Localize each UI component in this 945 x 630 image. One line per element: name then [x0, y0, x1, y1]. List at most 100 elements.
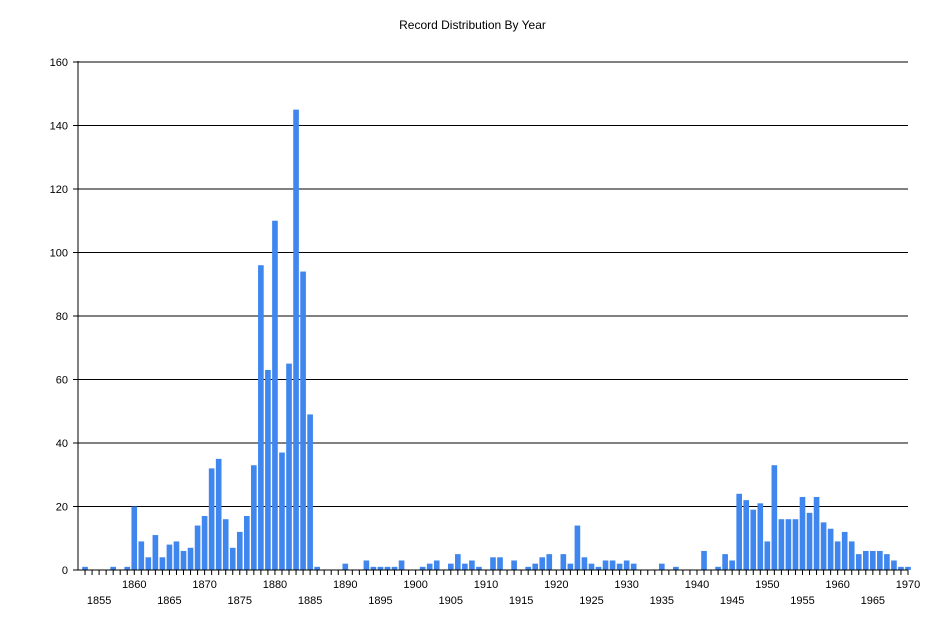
x-tick-label: 1930: [614, 579, 638, 591]
bar: [834, 541, 841, 570]
bar: [251, 465, 257, 570]
bar: [363, 560, 370, 570]
x-tick-label: 1855: [87, 595, 111, 607]
bar: [82, 566, 88, 570]
bar: [785, 519, 792, 570]
bar: [314, 566, 320, 570]
bar: [855, 554, 862, 570]
bar: [497, 557, 503, 570]
bar: [159, 557, 166, 570]
bar: [433, 560, 440, 570]
bar: [279, 452, 285, 570]
bar: [258, 265, 264, 570]
chart-title: Record Distribution By Year: [399, 18, 546, 32]
bar: [820, 522, 827, 570]
bar: [891, 560, 897, 570]
bar: [806, 512, 813, 570]
bar: [173, 541, 180, 570]
bar: [180, 550, 187, 570]
x-tick-label: 1945: [720, 595, 744, 607]
bar: [743, 500, 750, 570]
bar: [862, 550, 869, 570]
y-tick-label: 40: [56, 438, 68, 450]
bar: [370, 566, 377, 570]
bar: [476, 566, 482, 570]
y-tick-label: 120: [50, 184, 68, 196]
bar: [138, 541, 145, 570]
bar: [848, 541, 855, 570]
bar: [609, 560, 616, 570]
bar: [581, 557, 588, 570]
x-tick-label: 1940: [685, 579, 709, 591]
x-tick-label: 1875: [228, 595, 252, 607]
bar: [715, 566, 721, 570]
bar: [659, 563, 665, 570]
bar: [455, 554, 461, 570]
bar: [525, 566, 531, 570]
bar: [447, 563, 454, 570]
bar: [342, 563, 349, 570]
bar: [771, 465, 778, 570]
bar: [736, 493, 742, 570]
bar: [701, 550, 707, 570]
bar: [567, 563, 574, 570]
bar: [300, 271, 306, 570]
bar: [764, 541, 771, 570]
bar: [532, 563, 539, 570]
bar: [229, 547, 236, 570]
bar: [187, 547, 194, 570]
x-tick-label: 1905: [439, 595, 463, 607]
y-tick-label: 20: [56, 502, 68, 514]
y-tick-label: 0: [62, 565, 68, 577]
x-tick-label: 1900: [403, 579, 427, 591]
y-tick-label: 100: [50, 248, 68, 260]
bar: [722, 554, 728, 570]
bar: [750, 509, 757, 570]
bar: [630, 563, 637, 570]
y-tick-label: 140: [50, 121, 68, 133]
bar: [145, 557, 152, 570]
bar: [729, 560, 735, 570]
bar: [152, 535, 159, 570]
bar: [208, 468, 215, 570]
x-tick-label: 1970: [896, 579, 920, 591]
x-tick-label: 1895: [368, 595, 392, 607]
bar: [194, 525, 201, 570]
bar: [419, 566, 426, 570]
bar: [511, 560, 517, 570]
bar: [588, 563, 595, 570]
bar: [792, 519, 799, 570]
bar: [877, 550, 883, 570]
bar: [244, 516, 250, 570]
y-tick-label: 160: [50, 57, 68, 69]
bar: [265, 369, 271, 570]
bar: [616, 563, 623, 570]
bar: [539, 557, 546, 570]
bar: [377, 566, 384, 570]
x-tick-label: 1890: [333, 579, 357, 591]
x-tick-label: 1865: [157, 595, 181, 607]
bar: [124, 566, 131, 570]
bar: [827, 528, 834, 570]
x-tick-label: 1960: [825, 579, 849, 591]
bar: [398, 560, 405, 570]
bar: [799, 496, 806, 570]
bar: [272, 220, 278, 570]
y-tick-label: 60: [56, 375, 68, 387]
bar: [884, 554, 890, 570]
bar: [870, 550, 876, 570]
x-tick-label: 1915: [509, 595, 533, 607]
bar: [898, 566, 904, 570]
bar: [215, 458, 222, 570]
x-tick-label: 1910: [474, 579, 498, 591]
x-tick-label: 1860: [122, 579, 146, 591]
x-tick-label: 1870: [192, 579, 216, 591]
x-tick-label: 1880: [263, 579, 287, 591]
bar: [673, 566, 679, 570]
bar: [757, 503, 764, 570]
bar: [293, 109, 299, 570]
x-tick-label: 1950: [755, 579, 779, 591]
bar: [426, 563, 433, 570]
bar: [469, 560, 475, 570]
